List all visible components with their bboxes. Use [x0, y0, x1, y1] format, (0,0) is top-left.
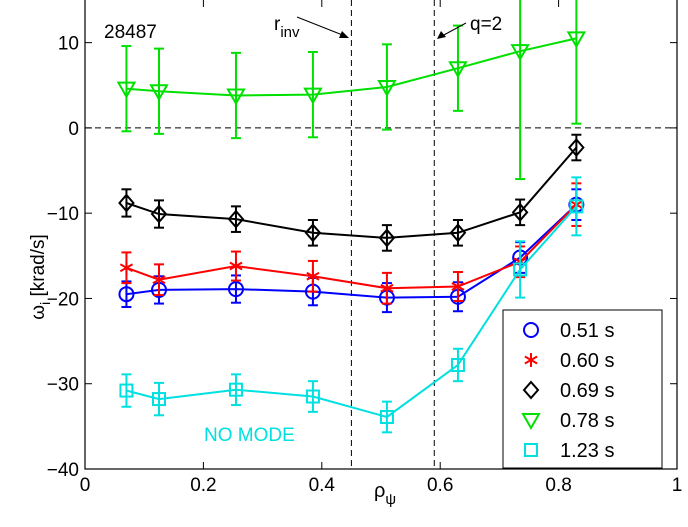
data-point [378, 228, 396, 248]
series-line [126, 205, 578, 419]
data-point [449, 223, 467, 243]
y-tick-label: 0 [68, 119, 79, 140]
q2-annotation: q=2 [470, 14, 502, 35]
legend: 0.51 s 0.60 s 0.69 s 0.78 s 1.23 s [502, 309, 663, 469]
series-triangle-down [116, 0, 587, 181]
data-point [451, 279, 465, 294]
data-point [568, 138, 585, 158]
data-point [379, 409, 394, 424]
series-line [126, 37, 577, 97]
x-tick-label: 0.2 [190, 475, 216, 496]
data-point [152, 392, 166, 407]
y-tick-label: −30 [47, 375, 79, 396]
series-diamond [118, 133, 585, 252]
q2-arrow-line [441, 22, 467, 37]
y-axis-label-main: ω [28, 305, 49, 320]
data-point [229, 259, 243, 274]
x-tick-label: 0.8 [545, 475, 571, 496]
y-tick-label: −10 [47, 204, 79, 225]
data-point [306, 269, 320, 284]
data-point [227, 209, 245, 229]
legend-label: 1.23 s [560, 440, 614, 462]
series-square [119, 176, 584, 434]
data-point [513, 262, 528, 277]
data-point [566, 31, 587, 49]
asterisk-stroke [119, 263, 134, 273]
rinv-arrow-head [339, 31, 349, 38]
y-tick-label: −40 [47, 460, 79, 481]
data-point [116, 81, 137, 99]
x-axis-label: ρψ [374, 480, 396, 508]
asterisk-stroke [451, 282, 465, 291]
legend-marker [522, 380, 540, 400]
x-axis-label-sub: ψ [385, 491, 396, 508]
data-point [150, 204, 168, 224]
no-mode-annotation: NO MODE [204, 425, 295, 446]
legend-marker [524, 443, 538, 457]
asterisk-stroke [524, 355, 538, 365]
y-tick-label: −20 [47, 289, 79, 310]
legend-marker [523, 322, 539, 338]
data-point [511, 202, 529, 222]
rinv-annotation-main: r [274, 14, 281, 35]
rinv-arrow-line [296, 16, 346, 37]
data-point [226, 88, 246, 106]
asterisk-stroke [306, 271, 320, 281]
data-point [510, 44, 530, 62]
x-axis-label-main: ρ [374, 480, 385, 502]
axes-frame [84, 0, 678, 470]
rinv-annotation: rinv [274, 14, 300, 41]
q2-arrow-head [437, 31, 446, 39]
data-point [228, 382, 243, 397]
series-line [126, 203, 578, 299]
rinv-annotation-sub: inv [280, 24, 300, 41]
x-tick-label: 0.4 [309, 475, 336, 496]
data-point [304, 223, 322, 243]
data-point [450, 357, 465, 372]
data-point [152, 272, 166, 287]
ticks-layer: 0 0.2 0.4 0.6 0.8 1 −40 −30 −20 −10 0 10 [47, 0, 683, 496]
data-point [380, 281, 394, 296]
legend-label: 0.69 s [560, 380, 614, 402]
series-line [126, 146, 578, 239]
asterisk-stroke [380, 283, 394, 293]
data-point [569, 199, 584, 214]
data-point [149, 84, 169, 102]
series-asterisk [119, 182, 583, 305]
x-tick-label: 1 [672, 475, 683, 496]
series-layer [116, 0, 587, 434]
legend-label: 0.60 s [560, 350, 614, 372]
legend-label: 0.78 s [560, 410, 614, 432]
y-tick-label: 10 [58, 34, 79, 55]
x-tick-label: 0 [80, 475, 91, 496]
data-point [448, 61, 468, 79]
legend-marker [521, 413, 541, 431]
data-point [377, 79, 397, 97]
y-axis-label-sub: i [37, 302, 53, 305]
data-point [303, 87, 323, 105]
data-point [119, 383, 134, 398]
y-axis-label: ωi [krad/s] [28, 234, 53, 320]
data-point [119, 260, 134, 275]
data-point [305, 389, 320, 404]
asterisk-stroke [152, 275, 166, 285]
data-point [118, 286, 135, 303]
legend-marker [524, 353, 538, 367]
legend-label: 0.51 s [560, 320, 614, 342]
series-line [126, 203, 578, 290]
asterisk-stroke [229, 261, 243, 271]
y-axis-label-unit: [krad/s] [28, 234, 49, 302]
x-tick-label: 0.6 [427, 475, 453, 496]
data-point [118, 193, 135, 213]
shot-number-annotation: 28487 [104, 22, 157, 43]
data-point [227, 281, 244, 298]
